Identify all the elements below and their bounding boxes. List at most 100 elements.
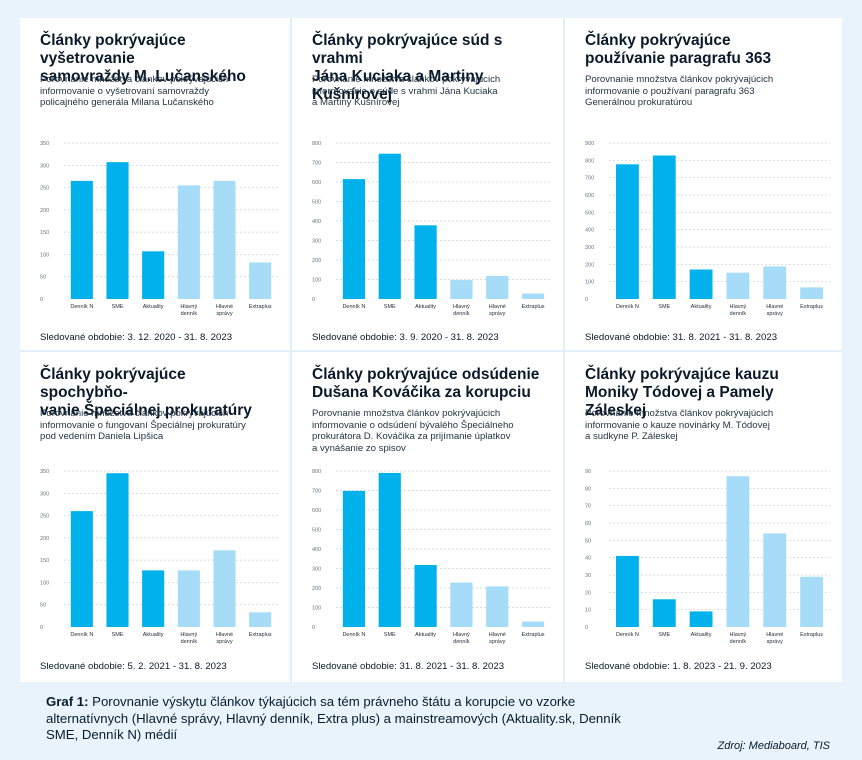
bar xyxy=(70,180,93,299)
x-tick-label: Hlavný denník xyxy=(180,632,197,645)
x-tick-label: Aktuality xyxy=(415,632,436,638)
x-tick-label: Aktuality xyxy=(691,304,712,310)
y-tick-label: 250 xyxy=(40,514,49,520)
x-tick-label: SME xyxy=(658,632,670,638)
y-tick-label: 800 xyxy=(312,141,321,147)
panel-period: Sledované obdobie: 1. 8. 2023 - 21. 9. 2… xyxy=(585,661,772,672)
bar xyxy=(521,293,545,299)
y-tick-label: 0 xyxy=(312,625,315,631)
bar xyxy=(342,179,366,299)
bar xyxy=(689,269,713,299)
y-tick-label: 20 xyxy=(585,590,591,596)
bar xyxy=(213,550,236,627)
y-tick-label: 350 xyxy=(40,469,49,475)
panel-title: Články pokrývajúce spochybňo- vanie Špec… xyxy=(40,366,252,419)
y-tick-label: 500 xyxy=(312,200,321,206)
y-tick-label: 400 xyxy=(312,219,321,225)
panel-title: Články pokrývajúce odsúdenie Dušana Ková… xyxy=(312,366,540,401)
y-tick-label: 0 xyxy=(585,625,588,631)
bar xyxy=(726,476,750,627)
x-tick-label: SME xyxy=(658,304,670,310)
x-tick-label: Aktuality xyxy=(143,632,164,638)
y-tick-label: 0 xyxy=(40,625,43,631)
bar xyxy=(142,570,165,627)
y-tick-label: 600 xyxy=(585,193,594,199)
x-tick-label: Hlavné správy xyxy=(489,304,506,317)
caption-text: Porovnanie výskytu článkov týkajúcich sa… xyxy=(46,694,621,742)
y-tick-label: 100 xyxy=(312,278,321,284)
bar xyxy=(486,275,509,299)
panel-period: Sledované obdobie: 31. 8. 2021 - 31. 8. … xyxy=(585,332,778,343)
y-tick-label: 300 xyxy=(40,491,49,497)
y-tick-label: 200 xyxy=(40,208,49,214)
panel-period: Sledované obdobie: 31. 8. 2021 - 31. 8. … xyxy=(312,661,505,672)
bar xyxy=(615,555,639,627)
y-tick-label: 900 xyxy=(585,141,594,147)
y-tick-label: 80 xyxy=(585,486,591,492)
x-tick-label: Denník N xyxy=(70,632,93,638)
bar xyxy=(521,621,545,627)
panel-title: Články pokrývajúce používanie paragrafu … xyxy=(585,32,772,67)
y-tick-label: 60 xyxy=(585,521,591,527)
x-tick-label: Hlavné správy xyxy=(216,304,233,317)
bar-chart: 0 50 100 150 200 250 300 350 Denník N SME Aktualit… xyxy=(40,141,278,317)
y-tick-label: 350 xyxy=(40,141,49,147)
x-tick-label: SME xyxy=(112,632,124,638)
x-tick-label: Aktuality xyxy=(691,632,712,638)
y-tick-label: 300 xyxy=(312,567,321,573)
y-tick-label: 100 xyxy=(40,252,49,258)
panel-period: Sledované obdobie: 5. 2. 2021 - 31. 8. 2… xyxy=(40,661,227,672)
x-tick-label: Hlavný denník xyxy=(453,632,470,645)
bar xyxy=(763,266,787,299)
y-tick-label: 800 xyxy=(585,158,594,164)
y-tick-label: 50 xyxy=(40,603,46,609)
x-tick-label: Extraplus xyxy=(249,304,272,310)
x-tick-label: Extraplus xyxy=(800,632,823,638)
y-tick-label: 200 xyxy=(312,586,321,592)
x-tick-label: SME xyxy=(112,304,124,310)
y-tick-label: 700 xyxy=(312,489,321,495)
y-tick-label: 0 xyxy=(585,297,588,303)
y-tick-label: 600 xyxy=(312,180,321,186)
x-tick-label: Hlavné správy xyxy=(766,632,783,645)
x-tick-label: Aktuality xyxy=(415,304,436,310)
bar xyxy=(213,180,236,299)
x-tick-label: Denník N xyxy=(342,304,365,310)
y-tick-label: 300 xyxy=(312,239,321,245)
bar xyxy=(726,272,750,299)
bar xyxy=(763,533,787,627)
panel-subtitle: Porovnanie množstva článkov pokrývajúcic… xyxy=(585,408,774,442)
panel-paragraph-363: Články pokrývajúce používanie paragrafu … xyxy=(565,18,842,350)
panel-subtitle: Porovnanie množstva článkov pokrývajúcic… xyxy=(40,408,246,442)
bar xyxy=(177,185,200,299)
x-tick-label: Hlavný denník xyxy=(453,304,470,317)
bar xyxy=(652,599,676,627)
bar xyxy=(342,490,366,627)
x-tick-label: Hlavný denník xyxy=(180,304,197,317)
y-tick-label: 200 xyxy=(585,262,594,268)
bar xyxy=(800,576,824,627)
y-tick-label: 50 xyxy=(585,538,591,544)
panel-kuciak-trial: Články pokrývajúce súd s vrahmi Jána Kuc… xyxy=(292,18,563,350)
bar-chart: 0 100 200 300 400 500 600 700 800 Denník N SME Aktu… xyxy=(312,469,551,645)
y-tick-label: 300 xyxy=(585,245,594,251)
x-tick-label: Denník N xyxy=(70,304,93,310)
y-tick-label: 0 xyxy=(312,297,315,303)
x-tick-label: Denník N xyxy=(616,304,639,310)
bar-chart: 0 10 20 30 40 50 60 70 80 90 Denník N SME Aktuality H… xyxy=(585,469,830,645)
panel-subtitle: Porovnanie množstva článkov pokrývajúcic… xyxy=(585,74,774,108)
y-tick-label: 600 xyxy=(312,508,321,514)
bar xyxy=(106,162,129,299)
bar xyxy=(414,225,437,299)
panel-title: Články pokrývajúce kauzu Moniky Tódovej … xyxy=(585,366,779,419)
panel-subtitle: Porovnanie množstva článkov pokrývajúcic… xyxy=(312,408,514,454)
bar xyxy=(800,287,824,299)
x-tick-label: Hlavné správy xyxy=(489,632,506,645)
bar xyxy=(70,511,93,627)
x-tick-label: Extraplus xyxy=(522,304,545,310)
bar xyxy=(652,155,676,299)
x-tick-label: Extraplus xyxy=(249,632,272,638)
x-tick-label: Hlavné správy xyxy=(766,304,783,317)
panel-kovacik: Články pokrývajúce odsúdenie Dušana Ková… xyxy=(292,352,563,682)
y-tick-label: 400 xyxy=(585,228,594,234)
